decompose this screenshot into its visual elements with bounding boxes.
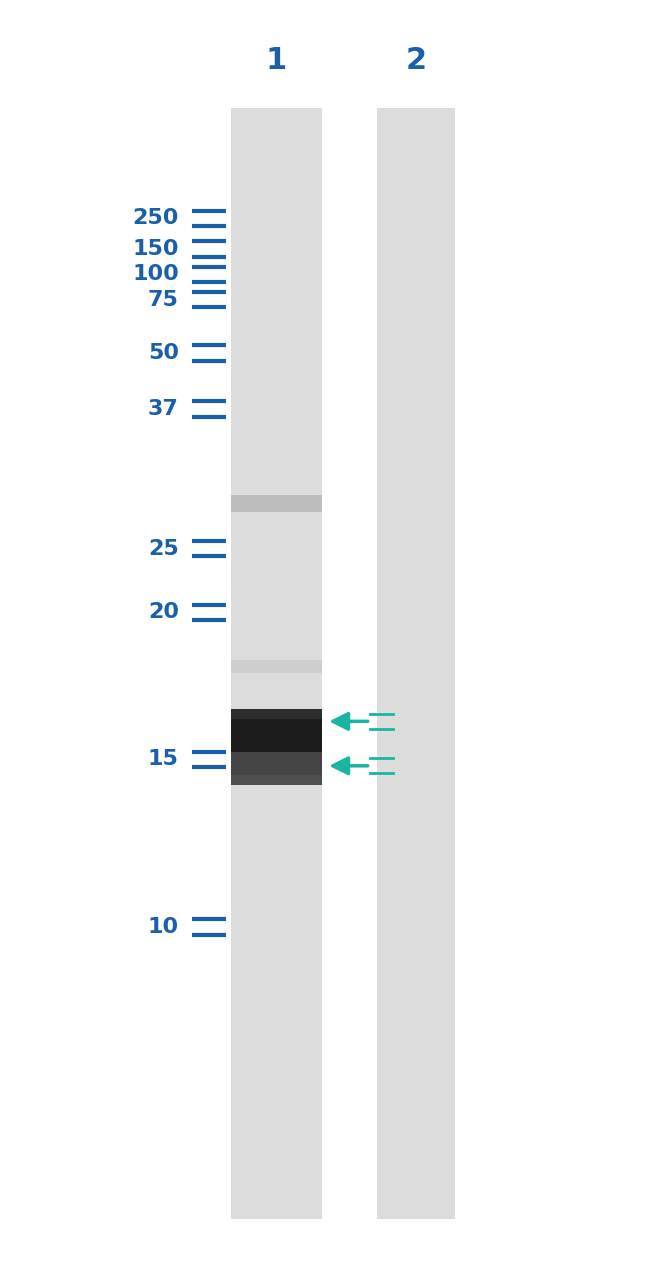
Text: 1: 1 [266, 47, 287, 75]
Text: 2: 2 [406, 47, 426, 75]
Text: 20: 20 [148, 602, 179, 622]
Text: 15: 15 [148, 749, 179, 770]
Text: 37: 37 [148, 399, 179, 419]
Text: 100: 100 [132, 264, 179, 284]
Text: 75: 75 [148, 290, 179, 310]
Bar [231, 709, 322, 752]
Bar [231, 775, 322, 785]
Text: 10: 10 [148, 917, 179, 937]
Text: 250: 250 [133, 208, 179, 229]
Text: 25: 25 [148, 538, 179, 559]
Bar [231, 108, 322, 1219]
Text: 150: 150 [132, 239, 179, 259]
Bar [231, 752, 322, 785]
Bar [231, 709, 322, 719]
Bar [231, 660, 322, 673]
Text: 50: 50 [148, 343, 179, 363]
Bar [231, 495, 322, 512]
Bar [377, 108, 455, 1219]
